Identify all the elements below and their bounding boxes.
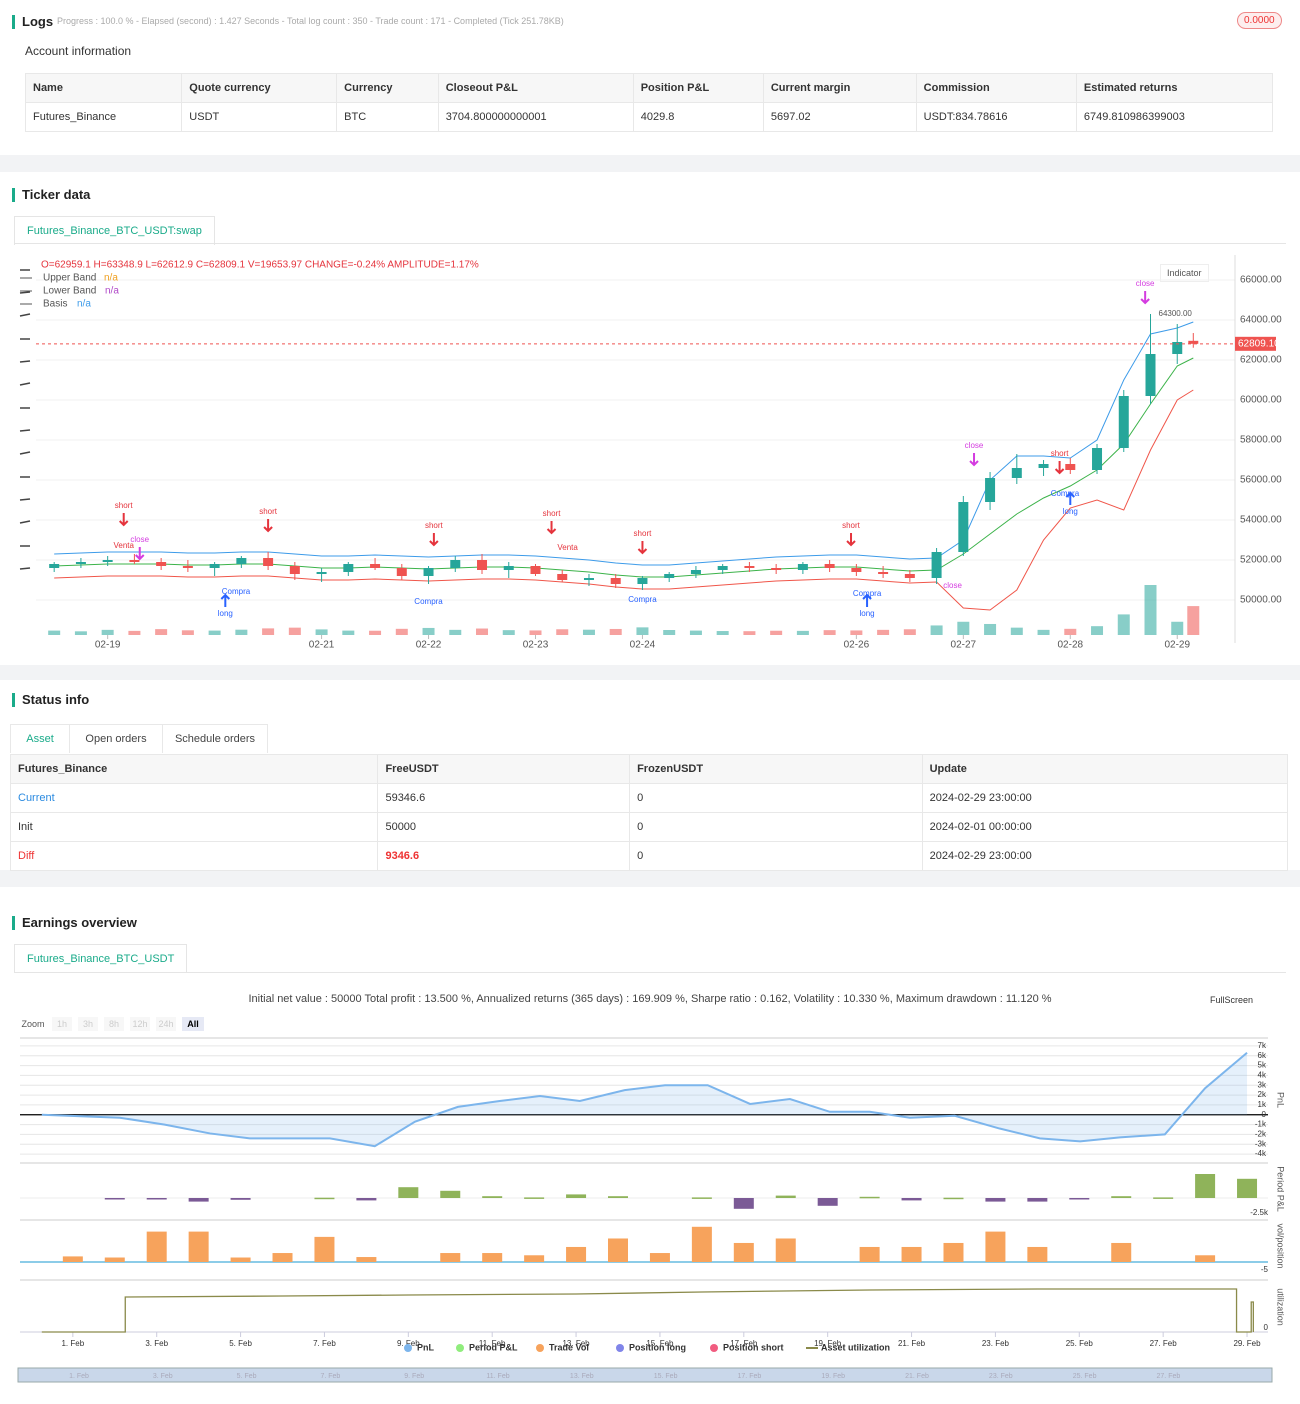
zoom-button[interactable]: 1h xyxy=(52,1017,72,1031)
cell: 2024-02-29 23:00:00 xyxy=(921,841,1289,871)
zoom-button[interactable]: All xyxy=(182,1017,204,1031)
cell: Current xyxy=(9,783,379,813)
header-row: Futures_Binance FreeUSDT FrozenUSDT Update xyxy=(9,754,1289,784)
status-title: Status info xyxy=(11,692,90,707)
header-cell: Estimated returns xyxy=(1075,73,1274,103)
earnings-title: Earnings overview xyxy=(12,915,137,930)
stats: Initial net value : 50000 Total profit :… xyxy=(248,993,1052,1005)
cell: 6749.810986399003 xyxy=(1075,102,1274,132)
status-tab[interactable]: Open orders xyxy=(69,724,163,753)
header-cell: Quote currency xyxy=(181,73,338,103)
header-cell: Current margin xyxy=(762,73,917,103)
header-cell: Closeout P&L xyxy=(437,73,634,103)
ticker-title: Ticker data xyxy=(11,187,91,202)
earnings-tab[interactable]: Futures_Binance_BTC_USDT xyxy=(14,944,188,973)
cell: Diff xyxy=(9,841,379,871)
cell: 2024-02-29 23:00:00 xyxy=(921,783,1289,813)
row: Diff 9346.6 0 2024-02-29 23:00:00 xyxy=(9,841,1289,871)
cell: USDT:834.78616 xyxy=(915,102,1077,132)
row: Init 50000 0 2024-02-01 00:00:00 xyxy=(9,812,1289,842)
header-cell: Currency xyxy=(336,73,439,103)
cell: 2024-02-01 00:00:00 xyxy=(921,812,1289,842)
badge: 0.0000 xyxy=(1237,12,1282,29)
zoom-button[interactable]: 12h xyxy=(130,1017,150,1031)
header-cell: Name xyxy=(24,73,183,103)
cell: Init xyxy=(9,812,379,842)
cell: USDT xyxy=(181,102,338,132)
header-cell: FreeUSDT xyxy=(377,754,631,784)
cell: 50000 xyxy=(377,812,631,842)
header-row: Name Quote currency Currency Closeout P&L Po… xyxy=(24,73,1274,103)
cell: 3704.800000000001 xyxy=(437,102,634,132)
cell: BTC xyxy=(336,102,439,132)
status-card: Status info Futures_Binance FreeUSDT Froze… xyxy=(0,680,1300,871)
logs-title: Logs xyxy=(11,14,54,29)
zoom-label: Zoom xyxy=(21,1019,45,1029)
cell: 0 xyxy=(629,783,923,813)
cell: 9346.6 xyxy=(377,841,631,871)
cell: 5697.02 xyxy=(762,102,917,132)
header-cell: Update xyxy=(921,754,1289,784)
ticker-tab[interactable]: Futures_Binance_BTC_USDT:swap xyxy=(14,216,215,245)
ticker-card: Ticker data Futures_Binance_BTC_USDT:swa… xyxy=(0,172,1300,665)
cell: 4029.8 xyxy=(632,102,764,132)
cell: 59346.6 xyxy=(377,783,631,813)
row: Futures_Binance USDT BTC 3704.800000000001 4… xyxy=(24,102,1274,132)
zoom-button[interactable]: 8h xyxy=(104,1017,124,1031)
fullscreen[interactable]: FullScreen xyxy=(1210,995,1254,1005)
status-tab[interactable]: Asset xyxy=(10,724,70,753)
status-table: Futures_Binance FreeUSDT FrozenUSDT Update C… xyxy=(9,754,1289,871)
zoom-button[interactable]: 3h xyxy=(78,1017,98,1031)
cell: Futures_Binance xyxy=(24,102,183,132)
divider xyxy=(14,972,1286,973)
cell: 0 xyxy=(629,841,923,871)
header-cell: Futures_Binance xyxy=(9,754,379,784)
indicator-button[interactable]: Indicator xyxy=(1160,264,1209,282)
header-cell: Commission xyxy=(915,73,1077,103)
earnings-card: Earnings overview Futures_Binance_BTC_US… xyxy=(0,887,1300,1404)
row: Current 59346.6 0 2024-02-29 23:00:00 xyxy=(9,783,1289,813)
logs-card: Logs Progress : 100.0 % - Elapsed (secon… xyxy=(0,0,1300,155)
header-cell: Position P&L xyxy=(632,73,764,103)
divider xyxy=(14,243,1286,244)
status-tab[interactable]: Schedule orders xyxy=(162,724,268,753)
header-cell: FrozenUSDT xyxy=(629,754,923,784)
account-table: Name Quote currency Currency Closeout P&L Po… xyxy=(24,73,1274,132)
zoom-button[interactable]: 24h xyxy=(156,1017,176,1031)
cell: 0 xyxy=(629,812,923,842)
account-title: Account information xyxy=(25,44,132,58)
progress: Progress : 100.0 % - Elapsed (second) : … xyxy=(57,16,564,26)
